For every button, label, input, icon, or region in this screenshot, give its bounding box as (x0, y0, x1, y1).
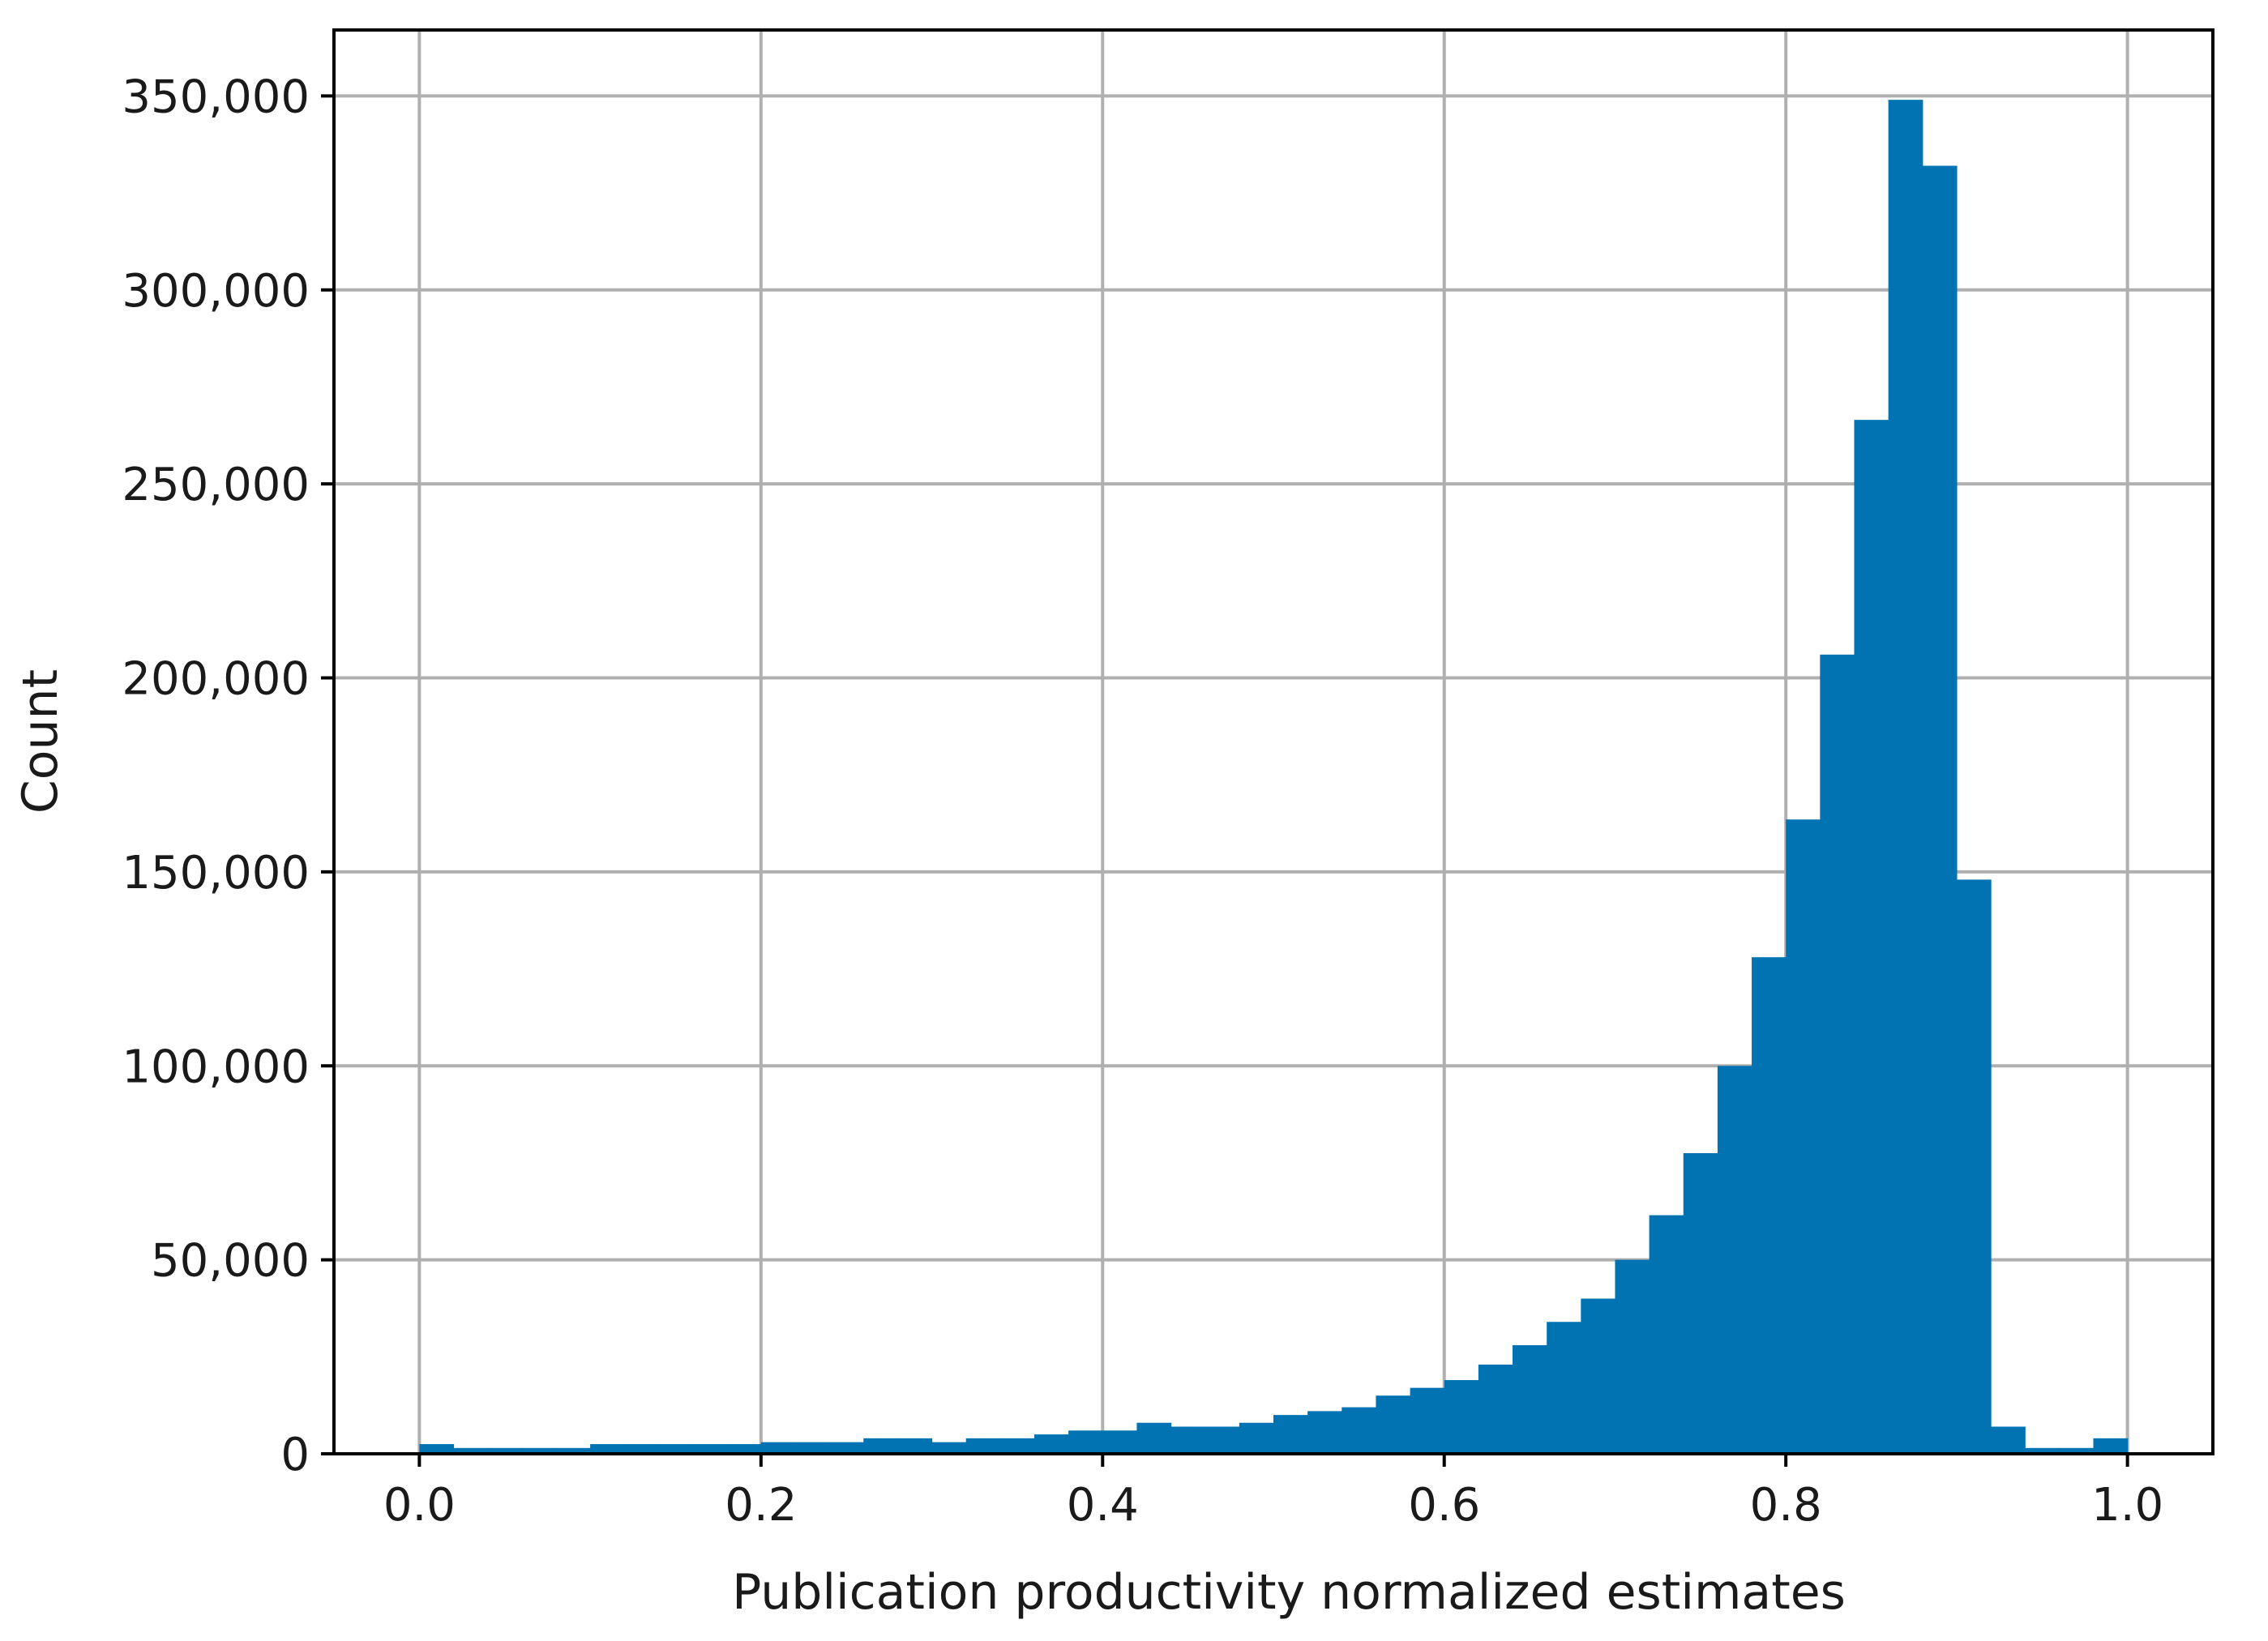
histogram-bar (1376, 1395, 1411, 1454)
histogram-bar (453, 1447, 489, 1454)
histogram-bar (1922, 165, 1958, 1455)
x-axis-label: Publication productivity normalized esti… (732, 1564, 1846, 1621)
y-axis-label: Count (12, 669, 69, 814)
histogram-bar (1854, 420, 1889, 1454)
x-axis-ticks: 0.0 0.2 0.4 0.6 0.8 1.0 (383, 1454, 2163, 1532)
y-tick-label: 150,000 (122, 847, 310, 900)
histogram-bar (897, 1438, 933, 1454)
x-tick-label: 0.8 (1750, 1479, 1822, 1532)
histogram-bar (1068, 1430, 1103, 1454)
plot-frame (332, 28, 2215, 1455)
histogram-bar (999, 1438, 1035, 1454)
y-tick-label: 200,000 (122, 653, 310, 706)
histogram-bar (1752, 957, 1787, 1454)
histogram-bar (1991, 1426, 2026, 1454)
histogram-bar (692, 1444, 728, 1454)
histogram-bar (555, 1447, 591, 1454)
histogram-bar (863, 1438, 898, 1454)
x-tick-label: 0.0 (383, 1479, 456, 1532)
histogram-bar (1615, 1259, 1650, 1454)
histogram-bar (1342, 1407, 1377, 1454)
histogram-bar (1683, 1152, 1718, 1454)
histogram-bar (1478, 1364, 1513, 1454)
histogram-bar (794, 1442, 830, 1454)
y-tick-label: 100,000 (122, 1041, 310, 1093)
y-tick-label: 250,000 (122, 459, 310, 511)
histogram-bar (1170, 1426, 1206, 1454)
histogram-bar (965, 1438, 1001, 1454)
histogram-bar (1410, 1387, 1445, 1454)
histogram-bar (1273, 1415, 1308, 1454)
histogram-bar (487, 1447, 523, 1454)
histogram-bar (590, 1444, 625, 1454)
x-tick-label: 0.4 (1067, 1479, 1139, 1532)
histogram-bar (1513, 1344, 1547, 1454)
x-tick-label: 0.6 (1408, 1479, 1480, 1532)
histogram-bar (1205, 1426, 1240, 1454)
y-tick-label: 0 (280, 1429, 310, 1481)
histogram-bar (419, 1444, 455, 1454)
x-tick-label: 1.0 (2091, 1479, 2163, 1532)
histogram-bar (1956, 879, 1992, 1454)
histogram-bar (1581, 1298, 1616, 1454)
histogram-bar (624, 1444, 659, 1454)
histogram-bar (2025, 1447, 2060, 1454)
y-tick-label: 350,000 (122, 71, 310, 123)
histogram-bar (1649, 1215, 1684, 1454)
histogram-bar (760, 1442, 796, 1454)
histogram-bar (1888, 100, 1924, 1454)
histogram-bar (726, 1444, 762, 1454)
histogram-bar (829, 1442, 864, 1454)
histogram-bar (1102, 1430, 1138, 1454)
histogram-bar (2093, 1438, 2129, 1454)
y-tick-label: 50,000 (151, 1235, 310, 1288)
histogram-bar (931, 1442, 967, 1454)
histogram-bar (2059, 1447, 2095, 1454)
histogram-bar (1136, 1422, 1172, 1454)
histogram-bar (521, 1447, 557, 1454)
histogram-bar (1239, 1422, 1274, 1454)
y-axis-ticks: 0 50,000 100,000 150,000 200,000 250,000 300,0… (122, 71, 334, 1481)
histogram-bar (1717, 1066, 1752, 1454)
histogram-bar (1444, 1380, 1479, 1454)
histogram-bar (1307, 1411, 1342, 1454)
histogram-bar (1786, 819, 1821, 1454)
histogram-bar (1547, 1322, 1581, 1454)
histogram-bar (658, 1444, 694, 1454)
histogram-bars (419, 100, 2129, 1455)
x-tick-label: 0.2 (725, 1479, 797, 1532)
histogram-bar (1033, 1434, 1069, 1454)
y-tick-label: 300,000 (122, 265, 310, 318)
histogram-bar (1820, 654, 1855, 1454)
